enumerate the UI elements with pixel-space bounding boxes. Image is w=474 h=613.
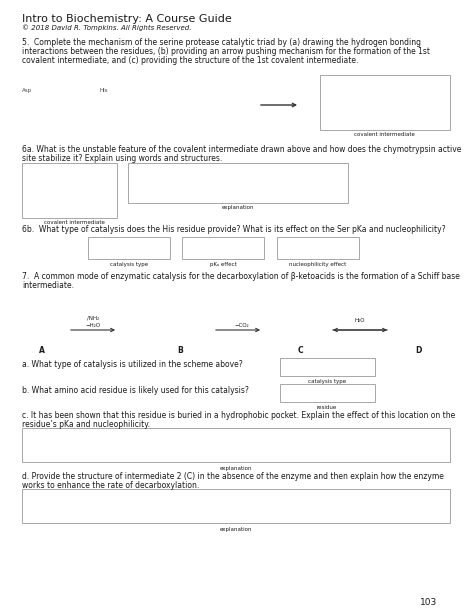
Text: © 2018 David R. Tompkins. All Rights Reserved.: © 2018 David R. Tompkins. All Rights Res…	[22, 24, 191, 31]
Text: a. What type of catalysis is utilized in the scheme above?: a. What type of catalysis is utilized in…	[22, 360, 243, 369]
Bar	[182, 237, 264, 259]
Text: residue: residue	[317, 405, 337, 410]
Text: catalysis type: catalysis type	[308, 379, 346, 384]
Text: A: A	[39, 346, 45, 355]
Bar	[280, 358, 375, 376]
Text: explanation: explanation	[222, 205, 254, 210]
Text: His: His	[100, 88, 109, 93]
Text: explanation: explanation	[220, 527, 252, 532]
Text: works to enhance the rate of decarboxylation.: works to enhance the rate of decarboxyla…	[22, 481, 199, 490]
Text: −H₂O: −H₂O	[85, 323, 100, 328]
Text: C: C	[297, 346, 303, 355]
Text: −CO₂: −CO₂	[235, 323, 249, 328]
Text: site stabilize it? Explain using words and structures.: site stabilize it? Explain using words a…	[22, 154, 222, 163]
Text: nucleophilicity effect: nucleophilicity effect	[289, 262, 346, 267]
Text: b. What amino acid residue is likely used for this catalysis?: b. What amino acid residue is likely use…	[22, 386, 249, 395]
Text: 5.  Complete the mechanism of the serine protease catalytic triad by (a) drawing: 5. Complete the mechanism of the serine …	[22, 38, 421, 47]
Text: /NH₂: /NH₂	[87, 315, 99, 320]
Text: covalent intermediate, and (c) providing the structure of the 1st covalent inter: covalent intermediate, and (c) providing…	[22, 56, 358, 65]
Text: Intro to Biochemistry: A Course Guide: Intro to Biochemistry: A Course Guide	[22, 14, 232, 24]
Bar	[277, 237, 359, 259]
Text: B: B	[177, 346, 183, 355]
Bar	[22, 163, 117, 218]
Text: Asp: Asp	[22, 88, 32, 93]
Text: d. Provide the structure of intermediate 2 (C) in the absence of the enzyme and : d. Provide the structure of intermediate…	[22, 472, 444, 481]
Bar	[22, 489, 450, 523]
Text: explanation: explanation	[220, 466, 252, 471]
Text: covalent intermediate: covalent intermediate	[354, 132, 414, 137]
Text: catalysis type: catalysis type	[110, 262, 148, 267]
Bar	[280, 384, 375, 402]
Text: 6b.  What type of catalysis does the His residue provide? What is its effect on : 6b. What type of catalysis does the His …	[22, 225, 446, 234]
Text: 103: 103	[420, 598, 437, 607]
Text: 6a. What is the unstable feature of the covalent intermediate drawn above and ho: 6a. What is the unstable feature of the …	[22, 145, 461, 154]
Text: c. It has been shown that this residue is buried in a hydrophobic pocket. Explai: c. It has been shown that this residue i…	[22, 411, 455, 420]
Text: H₂O: H₂O	[355, 318, 365, 323]
Text: pKₐ effect: pKₐ effect	[210, 262, 237, 267]
Bar	[128, 163, 348, 203]
Text: intermediate.: intermediate.	[22, 281, 74, 290]
Text: covalent intermediate: covalent intermediate	[44, 220, 104, 225]
Bar	[320, 75, 450, 130]
Bar	[88, 237, 170, 259]
Text: 7.  A common mode of enzymatic catalysis for the decarboxylation of β-ketoacids : 7. A common mode of enzymatic catalysis …	[22, 272, 460, 281]
Bar	[22, 428, 450, 462]
Text: residue’s pKa and nucleophilicity.: residue’s pKa and nucleophilicity.	[22, 420, 150, 429]
Text: D: D	[415, 346, 421, 355]
Text: interactions between the residues, (b) providing an arrow pushing mechanism for : interactions between the residues, (b) p…	[22, 47, 430, 56]
